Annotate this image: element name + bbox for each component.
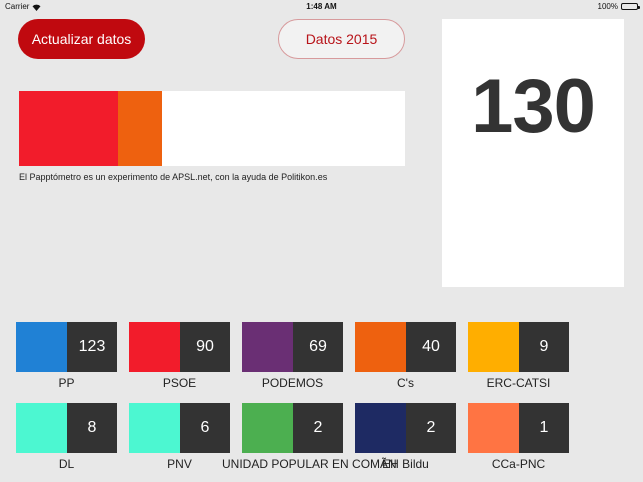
seat-coalition-bar (19, 91, 405, 166)
party-color-swatch (355, 322, 406, 372)
party-card[interactable]: 8 DL (16, 403, 117, 475)
party-seat-count: 40 (406, 322, 456, 372)
wifi-icon (32, 4, 41, 11)
party-name: C's (397, 376, 414, 390)
party-color-swatch (242, 403, 293, 453)
party-seat-count: 123 (67, 322, 117, 372)
battery-percent: 100% (597, 2, 618, 11)
party-seat-count: 2 (293, 403, 343, 453)
total-seats-number: 130 (471, 64, 596, 149)
data-2015-button[interactable]: Datos 2015 (278, 19, 405, 59)
party-name: ERC-CATSI (486, 376, 551, 390)
seat-bar-segment (118, 91, 163, 166)
party-color-swatch (16, 403, 67, 453)
total-seats-panel: 130 (442, 19, 624, 287)
party-card[interactable]: 90 PSOE (129, 322, 230, 394)
party-card[interactable]: 2 EH Bildu (355, 403, 456, 475)
battery-indicator: 100% (597, 2, 640, 11)
party-name: EH Bildu (382, 457, 429, 471)
credit-text: El Papptómetro es un experimento de APSL… (19, 172, 328, 182)
party-card[interactable]: 9 ERC-CATSI (468, 322, 569, 394)
party-color-swatch (468, 403, 519, 453)
party-seat-count: 9 (519, 322, 569, 372)
party-color-swatch (355, 403, 406, 453)
party-color-swatch (242, 322, 293, 372)
party-seat-count: 6 (180, 403, 230, 453)
party-color-swatch (129, 403, 180, 453)
party-card[interactable]: 1 CCa-PNC (468, 403, 569, 475)
status-bar: Carrier 1:48 AM 100% (0, 0, 643, 14)
clock: 1:48 AM (306, 2, 337, 11)
party-name: UNIDAD POPULAR EN COMÃN (222, 457, 397, 471)
battery-icon (621, 3, 640, 10)
party-card[interactable]: 40 C's (355, 322, 456, 394)
carrier-indicator: Carrier (5, 2, 41, 11)
party-card[interactable]: 123 PP (16, 322, 117, 394)
party-name: PODEMOS (261, 376, 324, 390)
party-seat-count: 90 (180, 322, 230, 372)
party-card[interactable]: 6 PNV (129, 403, 230, 475)
party-seat-count: 69 (293, 322, 343, 372)
party-name: PP (58, 376, 75, 390)
party-seat-count: 1 (519, 403, 569, 453)
seat-bar-segment (19, 91, 119, 166)
party-seat-count: 8 (67, 403, 117, 453)
party-card[interactable]: 2 UNIDAD POPULAR EN COMÃN (222, 403, 397, 475)
party-name: CCa-PNC (491, 457, 546, 471)
update-data-button[interactable]: Actualizar datos (18, 19, 145, 59)
party-card[interactable]: 69 PODEMOS (242, 322, 343, 394)
party-seat-count: 2 (406, 403, 456, 453)
party-name: PSOE (162, 376, 197, 390)
carrier-label: Carrier (5, 2, 30, 11)
party-name: PNV (167, 457, 192, 471)
party-color-swatch (16, 322, 67, 372)
party-color-swatch (129, 322, 180, 372)
party-name: DL (58, 457, 75, 471)
party-color-swatch (468, 322, 519, 372)
